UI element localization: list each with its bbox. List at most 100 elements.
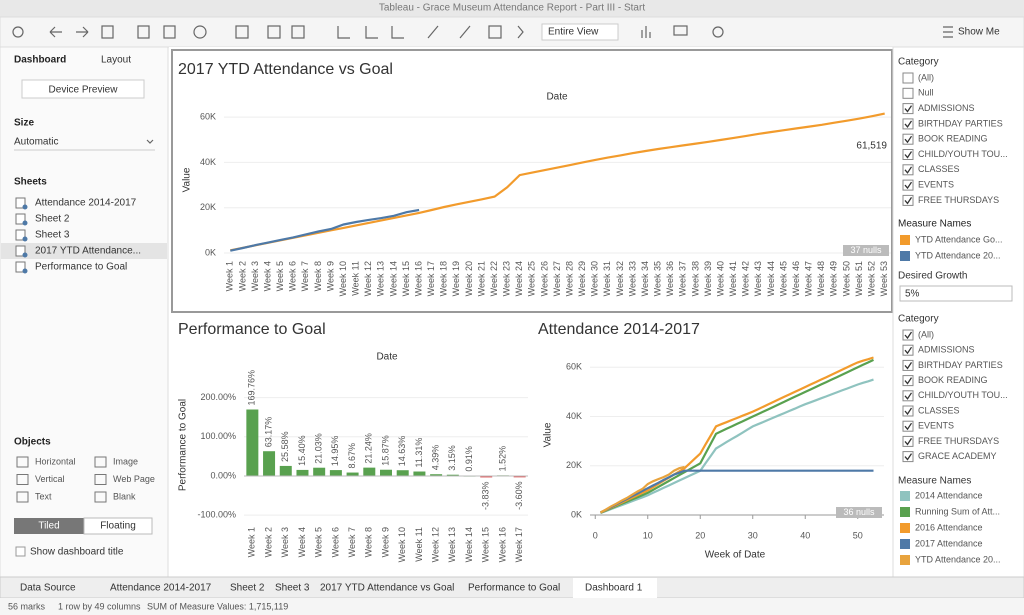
- growth-value[interactable]: 5%: [905, 289, 920, 300]
- new-sheet-icon[interactable]: [137, 25, 150, 39]
- filter-item[interactable]: EVENTS: [918, 179, 954, 189]
- tab[interactable]: Sheet 2: [230, 583, 265, 594]
- tab[interactable]: Sheet 3: [275, 583, 310, 594]
- duplicate-icon[interactable]: [267, 25, 281, 39]
- sheet-item[interactable]: Sheet 3: [35, 230, 70, 241]
- sort-icons[interactable]: [337, 26, 404, 39]
- sheet-item[interactable]: Attendance 2014-2017: [35, 198, 137, 209]
- filter-checkbox[interactable]: [902, 194, 914, 206]
- filter-item[interactable]: CLASSES: [918, 164, 960, 174]
- refresh-icon[interactable]: [193, 25, 207, 39]
- chart-icon[interactable]: [641, 26, 651, 38]
- floating-button[interactable]: [83, 517, 153, 535]
- tab[interactable]: Attendance 2014-2017: [110, 583, 212, 594]
- filter-checkbox[interactable]: [902, 149, 914, 160]
- x-tick-label: 40: [800, 530, 810, 540]
- add-sheet-icon[interactable]: [235, 25, 249, 39]
- tiled-button[interactable]: [14, 518, 84, 534]
- object-item[interactable]: Image: [113, 456, 138, 466]
- filter-item[interactable]: BOOK READING: [918, 134, 988, 144]
- layout-tab[interactable]: Layout: [101, 55, 131, 66]
- filter-item[interactable]: FREE THURSDAYS: [918, 195, 999, 205]
- show-me[interactable]: Show Me: [958, 27, 1000, 38]
- object-item[interactable]: Blank: [113, 491, 136, 501]
- filter-item[interactable]: ADMISSIONS: [918, 345, 975, 355]
- filter-checkbox[interactable]: [902, 405, 914, 417]
- object-icon: [94, 491, 107, 503]
- filter-checkbox[interactable]: [902, 179, 914, 191]
- filter-checkbox[interactable]: [902, 329, 914, 341]
- device-preview-button[interactable]: [21, 79, 145, 99]
- tab[interactable]: Dashboard 1: [585, 583, 643, 594]
- filter-checkbox[interactable]: [902, 390, 914, 402]
- save-icon[interactable]: [101, 25, 114, 39]
- nulls-label[interactable]: 36 nulls: [843, 507, 875, 517]
- filter-checkbox[interactable]: [902, 375, 914, 387]
- filter-item[interactable]: GRACE ACADEMY: [918, 451, 997, 461]
- object-item[interactable]: Vertical: [35, 474, 65, 484]
- show-title-checkbox[interactable]: [15, 546, 26, 557]
- show-me-icon[interactable]: [943, 26, 953, 38]
- size-dropdown-arrow[interactable]: [146, 139, 154, 144]
- filter-item[interactable]: BIRTHDAY PARTIES: [918, 360, 1003, 370]
- filter-item[interactable]: Null: [918, 88, 934, 98]
- filter-item[interactable]: EVENTS: [918, 421, 954, 431]
- x-tick-label: Week 15: [401, 261, 411, 296]
- filter-item[interactable]: CHILD/YOUTH TOU...: [918, 149, 1008, 159]
- filter-checkbox[interactable]: [902, 435, 914, 447]
- object-item[interactable]: Horizontal: [35, 456, 76, 466]
- fit-dropdown[interactable]: [541, 23, 619, 41]
- device-preview-label[interactable]: Device Preview: [49, 85, 119, 96]
- sheet-item[interactable]: Performance to Goal: [35, 262, 127, 273]
- filter-item[interactable]: (All): [918, 329, 934, 339]
- object-item[interactable]: Web Page: [113, 474, 155, 484]
- tab[interactable]: Data Source: [20, 583, 76, 594]
- filter-checkbox[interactable]: [902, 451, 914, 463]
- highlight-icon[interactable]: [427, 25, 439, 39]
- tab[interactable]: Performance to Goal: [468, 583, 560, 594]
- filter-item[interactable]: BOOK READING: [918, 375, 988, 385]
- growth-input[interactable]: [899, 285, 1013, 302]
- dashboard-tab[interactable]: Dashboard: [14, 55, 66, 66]
- show-title-label[interactable]: Show dashboard title: [30, 547, 124, 558]
- undo-icon[interactable]: [49, 26, 62, 38]
- nulls-badge[interactable]: [843, 245, 889, 256]
- filter-checkbox[interactable]: [902, 359, 914, 371]
- redo-icon[interactable]: [76, 26, 89, 38]
- filter-item[interactable]: CLASSES: [918, 405, 960, 415]
- filter-checkbox[interactable]: [902, 344, 914, 356]
- size-value[interactable]: Automatic: [14, 137, 58, 148]
- filter-checkbox[interactable]: [902, 87, 914, 99]
- fix-axes-icon[interactable]: [517, 25, 524, 39]
- datasource-icon[interactable]: [163, 25, 176, 39]
- filter-checkbox[interactable]: [902, 164, 914, 176]
- sheet-item[interactable]: 2017 YTD Attendance...: [35, 246, 141, 257]
- group-icon[interactable]: [459, 25, 471, 39]
- x-axis-title: Week of Date: [705, 550, 766, 561]
- share-icon[interactable]: [712, 26, 724, 38]
- object-item[interactable]: Text: [35, 491, 52, 501]
- sheet-item[interactable]: Sheet 2: [35, 214, 70, 225]
- tab[interactable]: 2017 YTD Attendance vs Goal: [320, 583, 454, 594]
- filter-item[interactable]: (All): [918, 72, 934, 82]
- tiled-label[interactable]: Tiled: [38, 521, 59, 532]
- nulls-badge[interactable]: [836, 507, 882, 518]
- filter-item[interactable]: CHILD/YOUTH TOU...: [918, 390, 1008, 400]
- growth-title: Desired Growth: [898, 271, 967, 282]
- status-bar: [0, 598, 1024, 615]
- nulls-label[interactable]: 37 nulls: [850, 245, 882, 255]
- filter-item[interactable]: FREE THURSDAYS: [918, 436, 999, 446]
- filter-checkbox[interactable]: [902, 118, 914, 130]
- filter-checkbox[interactable]: [902, 420, 914, 432]
- filter-checkbox[interactable]: [902, 103, 914, 115]
- floating-label[interactable]: Floating: [100, 521, 136, 532]
- fit-label[interactable]: Entire View: [548, 27, 599, 38]
- filter-item[interactable]: BIRTHDAY PARTIES: [918, 118, 1003, 128]
- x-tick-label: Week 43: [753, 261, 763, 296]
- clear-icon[interactable]: [291, 25, 305, 39]
- presentation-icon[interactable]: [673, 25, 688, 36]
- label-icon[interactable]: [488, 25, 502, 39]
- filter-checkbox[interactable]: [902, 133, 914, 145]
- filter-checkbox[interactable]: [902, 72, 914, 84]
- filter-item[interactable]: ADMISSIONS: [918, 103, 975, 113]
